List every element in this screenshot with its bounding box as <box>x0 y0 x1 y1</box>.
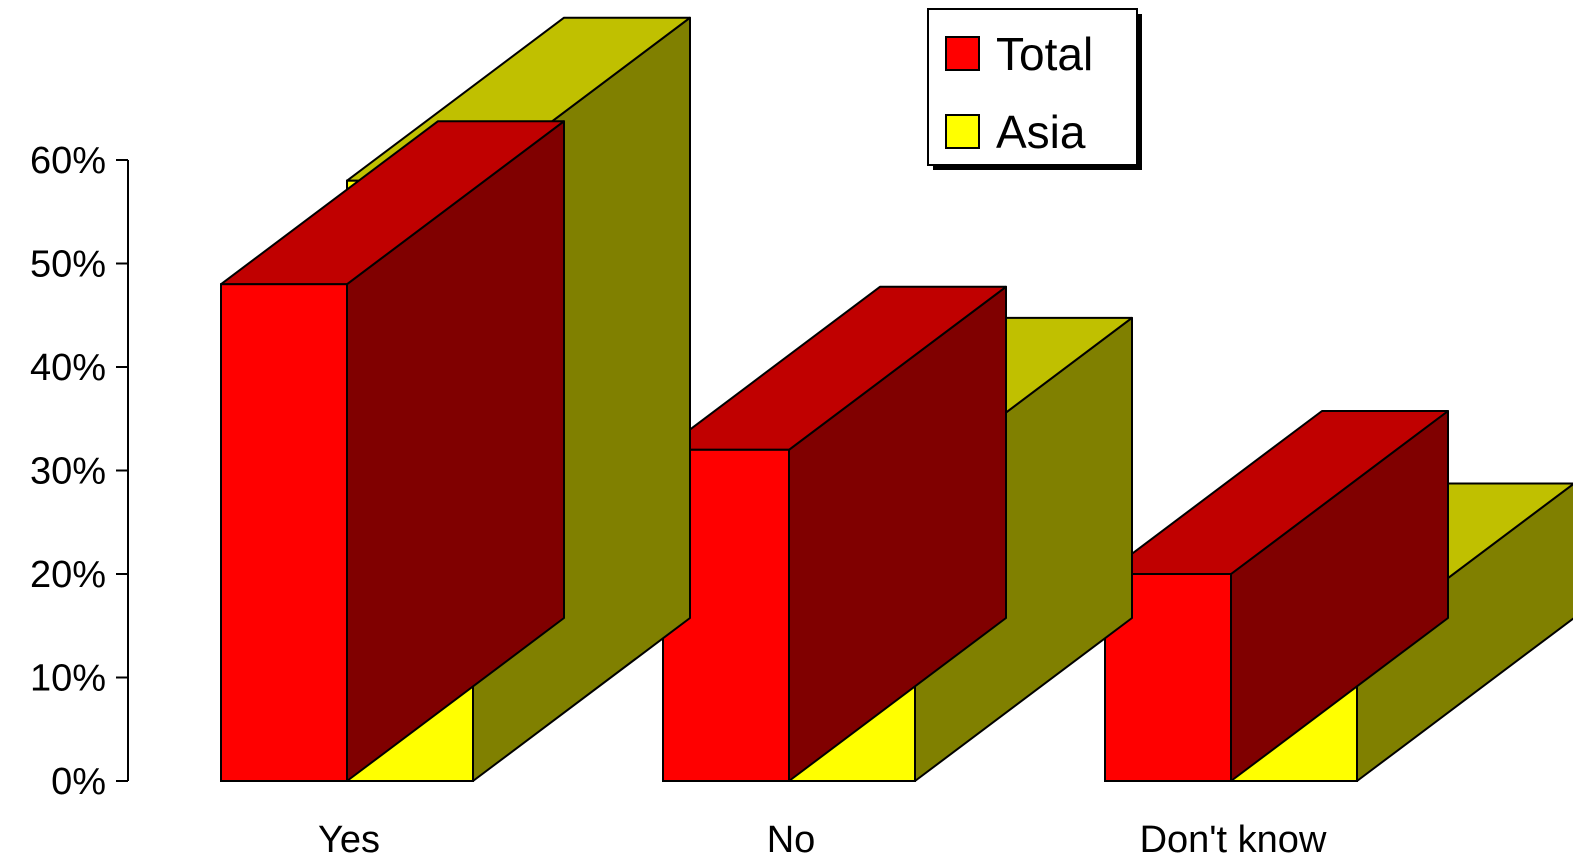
category-label: Don't know <box>1140 819 1327 860</box>
y-tick-label: 30% <box>30 451 106 493</box>
y-tick-label: 40% <box>30 347 106 389</box>
bar-front <box>220 283 348 782</box>
bar-total-0 <box>220 120 565 782</box>
legend: Total Asia <box>927 8 1142 170</box>
y-tick-label: 50% <box>30 244 106 286</box>
bars-layer <box>220 16 1573 783</box>
bar-total-1 <box>662 285 1007 782</box>
category-label: Yes <box>318 819 380 860</box>
y-tick-label: 20% <box>30 554 106 596</box>
legend-label: Total <box>996 28 1093 80</box>
y-tick-label: 60% <box>30 140 106 182</box>
y-tick-label: 0% <box>51 761 106 803</box>
y-tick-label: 10% <box>30 658 106 700</box>
legend-swatch <box>945 114 980 149</box>
category-labels: Yes No Don't know <box>318 819 1327 860</box>
category-label: No <box>767 819 816 860</box>
legend-label: Asia <box>996 106 1086 158</box>
legend-swatch <box>945 36 980 71</box>
y-axis: 0% 10% 20% 30% 40% 50% 60% <box>30 140 129 803</box>
bar-total-2 <box>1104 410 1449 782</box>
